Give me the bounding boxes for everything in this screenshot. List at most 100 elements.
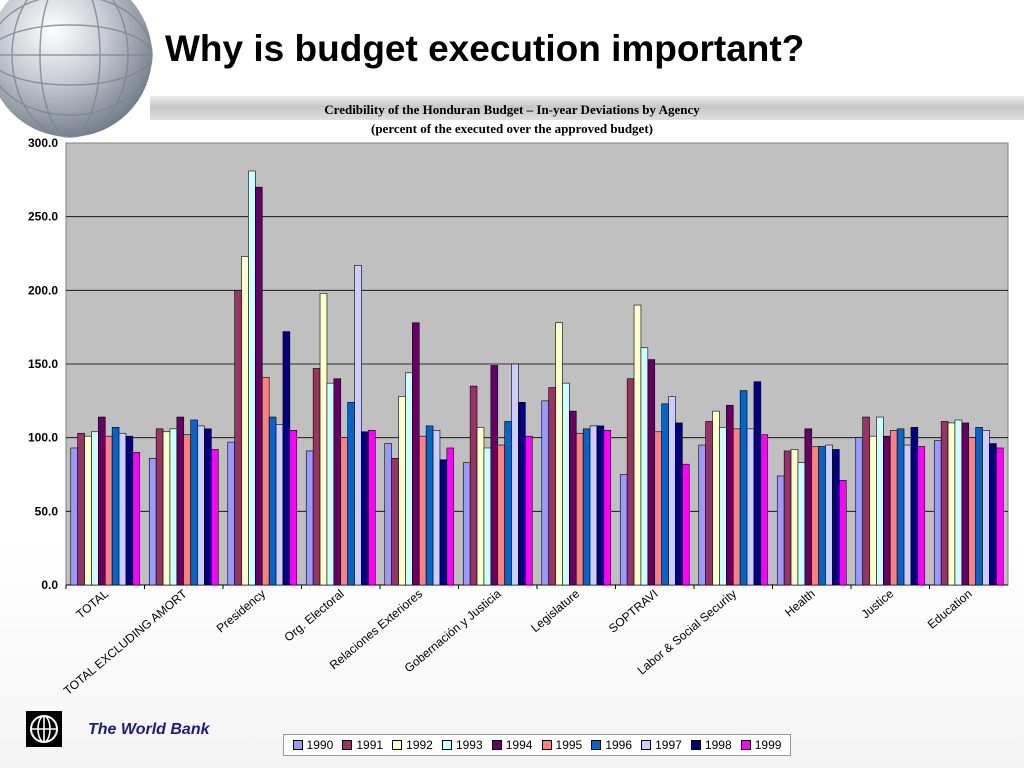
legend-swatch [342,740,353,750]
y-tick-label: 50.0 [35,504,59,518]
bar-1992 [162,431,171,586]
bar-1998 [910,427,919,586]
bar-1993 [248,170,256,586]
bar-1998 [125,435,134,586]
bar-1996 [504,421,512,586]
legend-swatch [541,740,552,750]
bar-1998 [596,425,605,586]
bar-1991 [234,290,242,586]
bar-1991 [548,387,556,586]
bar-1999 [603,429,612,586]
bar-1998 [282,331,291,586]
bar-1999 [996,447,1004,586]
bar-1990 [384,443,392,586]
legend-swatch [441,740,452,750]
bar-1993 [719,427,727,586]
x-tick-label: Health [782,587,818,620]
bar-1997 [197,425,205,586]
bar-1994 [333,378,342,586]
bar-1997 [746,428,755,586]
bar-1995 [889,429,898,586]
bar-1991 [940,421,949,586]
bar-1996 [111,427,120,586]
bar-1995 [654,431,662,586]
bar-1995 [575,432,584,586]
bar-1992 [869,435,877,586]
legend-swatch [740,740,751,750]
bar-1991 [155,428,164,586]
footer-organization: The World Bank [88,721,210,738]
legend-item: 1996 [591,738,632,752]
legend-item: 1998 [690,738,732,752]
bar-1994 [647,359,656,586]
bar-1992 [241,256,249,586]
bar-1992 [790,449,799,586]
bar-1997 [432,429,441,586]
legend-swatch [690,740,701,750]
bar-1997 [275,424,284,586]
legend-item: 1991 [342,738,383,752]
bar-1990 [70,447,78,586]
bar-1993 [169,428,178,586]
bar-1996 [347,402,355,586]
bar-1999 [211,449,219,586]
legend-swatch [491,740,502,750]
bar-1998 [204,428,212,586]
bar-1992 [84,435,92,586]
legend-item: 1994 [491,738,533,752]
chart-subtitle: (percent of the executed over the approv… [371,121,653,136]
y-tick-label: 250.0 [28,210,58,224]
x-tick-label: Presidency [214,587,268,636]
legend-label: 1993 [455,738,483,752]
y-tick-label: 150.0 [28,357,58,371]
bar-1992 [555,322,563,586]
bar-1990 [227,441,235,586]
chart-legend: 1990 1991 1992 1993 1994 1995 1996 1997 1998 1999 [283,734,791,756]
bar-1998 [832,449,840,586]
bar-1992 [476,427,485,586]
world-bank-logo-icon [26,711,62,747]
legend-label: 1991 [356,738,384,752]
bar-1995 [968,437,976,586]
bar-1991 [783,450,792,586]
bar-1991 [391,457,399,586]
bar-1998 [753,381,762,586]
bar-1994 [569,410,577,586]
bar-1999 [760,434,769,586]
bar-1992 [398,396,406,586]
bar-1996 [425,425,434,586]
y-tick-label: 100.0 [28,431,58,445]
bar-1997 [903,444,912,586]
bar-1995 [261,376,270,586]
legend-label: 1994 [505,738,533,752]
bar-1994 [412,322,420,586]
legend-item: 1990 [292,738,333,752]
bar-1997 [668,396,676,586]
bar-1992 [319,292,328,586]
bar-1996 [975,427,983,586]
bar-1993 [326,382,335,586]
bar-1995 [340,437,348,586]
bar-1994 [726,404,734,586]
legend-swatch [392,740,403,750]
bar-1998 [989,443,997,586]
bar-1996 [818,446,826,586]
bar-1993 [876,416,884,586]
bar-1994 [804,428,813,586]
legend-label: 1992 [406,738,433,752]
bar-chart: 0.0 50.0 100.0 150.0 200.0 250.0 300.0 TOTALTOT… [28,136,1009,698]
bar-1990 [698,444,706,586]
bar-1997 [118,432,127,586]
bar-1990 [305,450,314,586]
legend-label: 1996 [605,738,633,752]
bar-1991 [626,378,635,586]
bar-1997 [354,264,362,586]
bar-1991 [705,421,713,586]
bar-1996 [661,403,669,586]
x-tick-label: Justice [859,586,897,621]
bar-1990 [855,437,863,586]
bar-1995 [732,428,741,586]
bar-1993 [91,431,99,586]
bar-1990 [462,462,471,586]
bar-1995 [183,434,191,586]
